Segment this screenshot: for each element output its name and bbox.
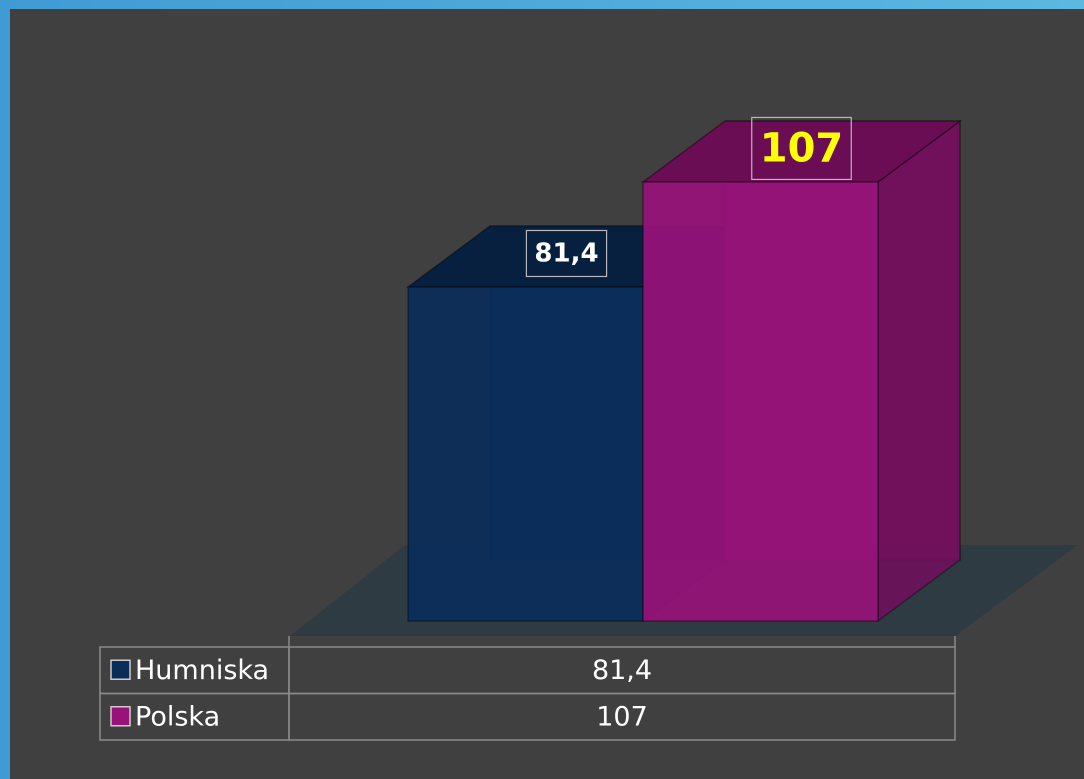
bars: 81,4 107 bbox=[405, 116, 963, 623]
data-label: 81,4 bbox=[534, 238, 598, 268]
legend-swatch bbox=[110, 706, 131, 727]
bar bbox=[407, 286, 644, 622]
table-value: 107 bbox=[596, 701, 648, 732]
legend-swatch bbox=[110, 659, 131, 680]
data-table: Humniska 81,4 Polska 107 bbox=[99, 636, 956, 741]
bar-side bbox=[877, 119, 961, 623]
bar bbox=[642, 181, 879, 622]
legend-label: Humniska bbox=[135, 655, 269, 686]
data-label-box bbox=[525, 229, 608, 278]
data-label-box bbox=[751, 116, 852, 181]
legend-label: Polska bbox=[135, 701, 220, 732]
table-value: 81,4 bbox=[592, 655, 652, 686]
table-cell bbox=[288, 692, 956, 741]
data-label: 107 bbox=[760, 125, 844, 171]
